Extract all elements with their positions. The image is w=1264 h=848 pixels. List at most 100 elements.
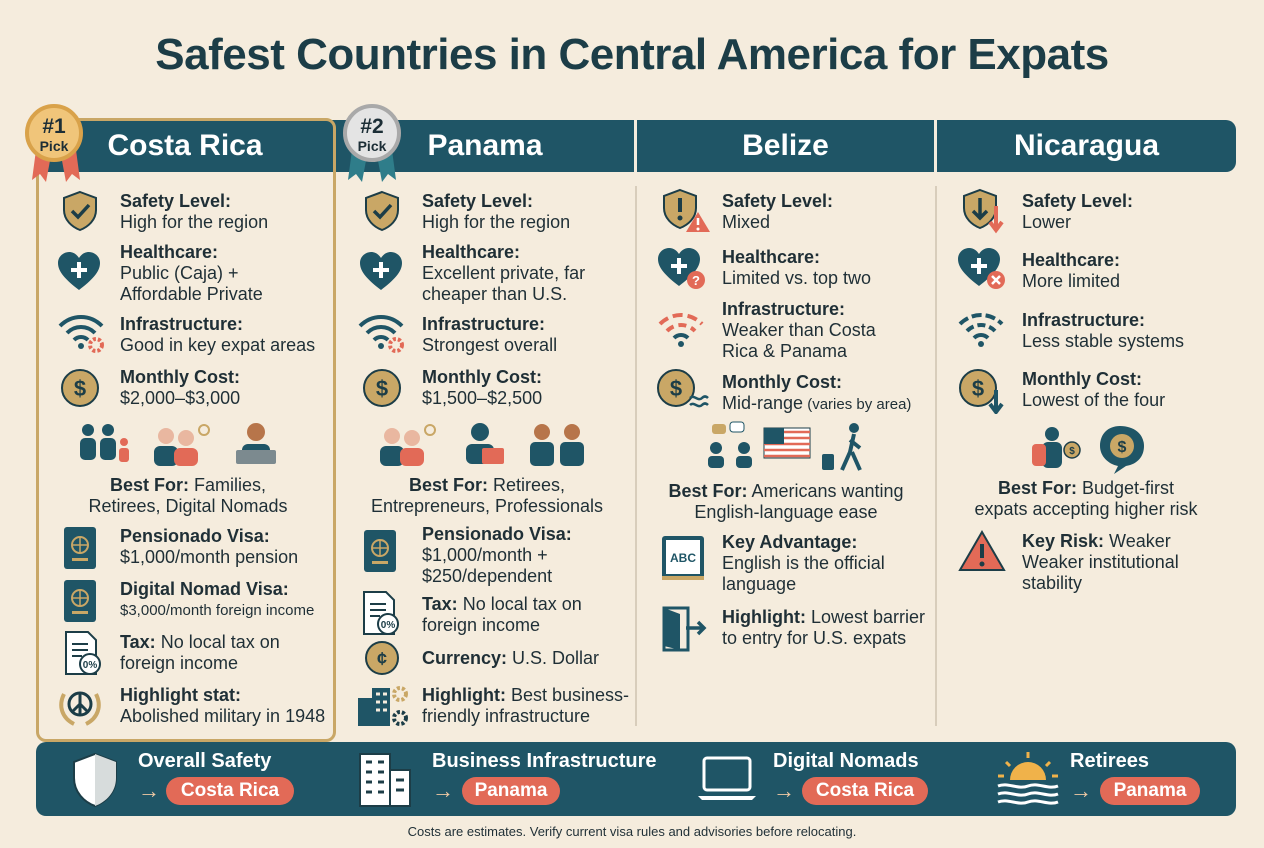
item-label: Currency: [422,648,508,668]
item-note: (varies by area) [803,396,912,413]
item-value: Strongest overall [422,335,558,355]
cr-infrastructure: Infrastructure: Good in key expat areas [120,314,315,356]
item-value: friendly infrastructure [422,706,591,726]
laptop-icon [698,756,756,800]
item-label: Healthcare: [722,247,821,267]
cr-digital-nomad-visa: Digital Nomad Visa: $3,000/month foreign… [120,579,314,621]
tax-document-icon: 0% [65,631,101,675]
wifi-gear-icon [358,315,404,353]
header-divider [934,120,937,172]
winner-pill-digital-nomads: Costa Rica [802,777,928,805]
item-label: Best For: [408,475,488,495]
svg-text:$: $ [1069,446,1075,457]
item-label: Monthly Cost: [120,367,240,387]
item-label: Best For: [109,475,189,495]
item-value: $1,000/month + [422,545,548,565]
column-title-nicaragua: Nicaragua [1013,129,1160,162]
bottom-label-retirees: Retirees [1070,750,1149,772]
item-value: Less stable systems [1022,331,1185,351]
book-text: ABC [670,551,696,565]
wifi-weak-icon [958,313,1004,347]
dollar-coin-icon: $ [61,369,99,407]
shield-check-icon [63,190,97,232]
arrow-icon: → [432,778,454,803]
item-value: Entrepreneurs, Professionals [370,496,604,516]
item-label: Healthcare: [120,242,219,262]
item-value: Best business- [505,685,630,705]
pa-infrastructure: Infrastructure: Strongest overall [422,314,557,356]
ni-infrastructure: Infrastructure: Less stable systems [1022,310,1184,352]
item-label: Highlight stat: [120,685,241,705]
cr-tax: Tax: No local tax on foreign income [120,632,280,674]
passport-icon [64,527,96,569]
item-label: Safety Level: [120,191,232,211]
pa-monthly-cost: Monthly Cost: $1,500–$2,500 [422,367,542,409]
item-value: Weaker institutional [1022,552,1179,572]
item-label: Infrastructure: [422,314,546,334]
item-label: Safety Level: [722,191,834,211]
currency-coin-icon: ¢ [365,641,399,675]
ni-safety: Safety Level: Lower [1022,191,1133,233]
item-value: Rica & Panama [722,341,848,361]
passport-icon [64,580,96,622]
item-label: Digital Nomad Visa: [120,579,289,599]
item-value: Lowest of the four [1022,390,1166,410]
column-title-costa-rica: Costa Rica [107,129,263,162]
item-value: No local tax on [155,632,280,652]
item-label: Key Risk: [1022,531,1105,551]
badge-text: Pick [357,138,387,154]
item-value: U.S. Dollar [507,648,600,668]
bz-healthcare: Healthcare: Limited vs. top two [722,247,871,289]
item-value: $1,500–$2,500 [422,388,543,408]
item-value: expats accepting higher risk [974,499,1198,519]
winner-pill-overall-safety: Costa Rica [166,777,294,805]
item-label: Best For: [997,478,1077,498]
heart-plus-icon [360,252,402,290]
pa-safety: Safety Level: High for the region [422,191,570,233]
item-value: $3,000/month foreign income [120,602,315,619]
bz-safety: Safety Level: Mixed [722,191,833,233]
pa-tax: Tax: No local tax on foreign income [422,594,582,636]
dollar-coin-icon: $ [363,369,401,407]
ni-healthcare: Healthcare: More limited [1022,250,1120,292]
item-label: Monthly Cost: [722,372,842,392]
svg-text:?: ? [692,273,700,288]
bz-best-for: Best For: Americans wanting English-lang… [656,481,916,523]
item-value: English-language ease [694,502,878,522]
item-value: No local tax on [457,594,582,614]
item-value: Lowest barrier [805,607,926,627]
item-value: Affordable Private [120,284,263,304]
item-value: High for the region [120,212,269,232]
svg-text:0%: 0% [381,620,396,631]
item-label: Pensionado Visa: [120,526,270,546]
pa-highlight: Highlight: Best business- friendly infra… [422,685,629,727]
cr-highlight: Highlight stat: Abolished military in 19… [120,685,325,727]
winner-pill-retirees: Panama [1100,777,1200,805]
warning-triangle-icon [958,530,1006,571]
footer-disclaimer: Costs are estimates. Verify current visa… [407,824,857,839]
item-value: Mixed [722,212,771,232]
item-value: Americans wanting [747,481,904,501]
first-pick-badge: #1 Pick [25,104,83,162]
item-value: Families, [189,475,267,495]
bz-key-advantage: Key Advantage: English is the official l… [722,532,885,595]
svg-text:$: $ [74,376,86,401]
wifi-weak-icon [658,313,704,347]
item-value: Mid-range [722,393,804,413]
item-label: Highlight: [422,685,506,705]
bottom-label-digital-nomads: Digital Nomads [773,750,919,772]
shield-down-icon [963,188,1004,234]
item-label: Best For: [668,481,748,501]
item-label: Highlight: [722,607,806,627]
retirees-entrepreneurs-professionals-icon [380,423,584,466]
sunset-waves-icon [997,752,1059,805]
item-label: Safety Level: [422,191,534,211]
svg-text:¢: ¢ [377,649,387,669]
item-value: Limited vs. top two [722,268,872,288]
item-label: Tax: [422,594,458,614]
cr-safety: Safety Level: High for the region [120,191,268,233]
dollar-wave-icon: $ [657,369,709,408]
cr-best-for: Best For: Families, Retirees, Digital No… [70,475,306,517]
item-value: Weaker [1104,531,1171,551]
item-value: foreign income [422,615,541,635]
